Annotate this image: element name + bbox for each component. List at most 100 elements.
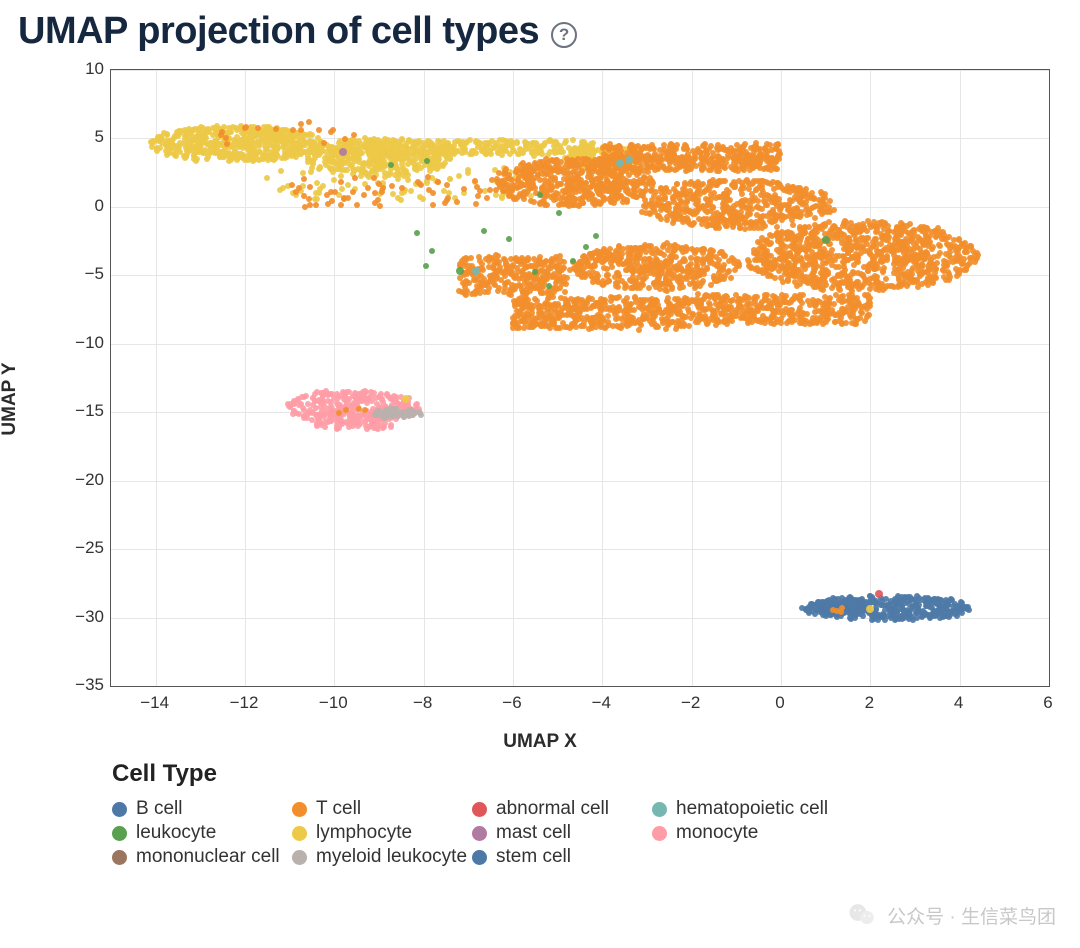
scatter-point [660,310,666,316]
scatter-point [631,178,637,184]
scatter-point [880,236,886,242]
scatter-point [624,178,630,184]
scatter-point [643,210,649,216]
scatter-point [891,243,897,249]
scatter-point [611,257,617,263]
scatter-point [553,254,559,260]
scatter-point [646,179,652,185]
scatter-point [434,166,440,172]
scatter-point [834,235,840,241]
scatter-point [679,154,685,160]
plot-area[interactable] [110,69,1050,687]
scatter-point [649,250,655,256]
scatter-point [806,207,812,213]
scatter-point [507,176,513,182]
scatter-point [519,182,525,188]
scatter-point [859,284,865,290]
scatter-point [548,138,554,144]
scatter-point [453,148,459,154]
scatter-point [669,319,675,325]
scatter-point [673,275,679,281]
scatter-point [665,151,671,157]
scatter-point [661,142,667,148]
scatter-point [663,326,669,332]
scatter-point [721,220,727,226]
scatter-point [871,219,877,225]
scatter-point [829,277,835,283]
scatter-point [511,196,517,202]
scatter-point [438,144,444,150]
scatter-point [567,171,573,177]
scatter-point [680,216,686,222]
scatter-point [351,139,357,145]
scatter-point [518,147,524,153]
scatter-point [714,262,720,268]
scatter-point [760,220,766,226]
scatter-point [892,266,898,272]
scatter-point [492,259,498,265]
scatter-point [523,140,529,146]
scatter-point [679,245,685,251]
scatter-point [385,137,391,143]
scatter-point [317,186,323,192]
scatter-point [463,292,469,298]
scatter-point [345,182,351,188]
scatter-point [722,178,728,184]
scatter-point [517,258,523,264]
scatter-point [759,178,765,184]
scatter-point [699,166,705,172]
scatter-point [203,135,209,141]
scatter-point [626,322,632,328]
scatter-point [616,244,622,250]
scatter-point [820,271,826,277]
scatter-point [571,321,577,327]
scatter-point [360,168,366,174]
scatter-point [779,237,785,243]
scatter-point [683,143,689,149]
scatter-point [707,260,713,266]
scatter-point [729,182,735,188]
scatter-point [880,222,886,228]
scatter-point [637,160,643,166]
scatter-point [465,167,471,173]
scatter-point [686,323,692,329]
scatter-point [864,241,870,247]
scatter-point [281,140,287,146]
scatter-point [624,199,630,205]
scatter-point [513,300,519,306]
scatter-point [521,190,527,196]
scatter-point [884,283,890,289]
scatter-point [599,259,605,265]
scatter-point [447,176,453,182]
scatter-point [683,193,689,199]
scatter-point [725,155,731,161]
help-icon[interactable]: ? [551,22,577,48]
scatter-point [488,151,494,157]
scatter-point [728,219,734,225]
scatter-point [518,318,524,324]
scatter-point [640,282,646,288]
scatter-point [456,173,462,179]
scatter-point [792,234,798,240]
scatter-point [638,322,644,328]
scatter-point [803,190,809,196]
scatter-point [405,146,411,152]
scatter-point [527,282,533,288]
scatter-point [674,310,680,316]
scatter-point [168,138,174,144]
scatter-point [655,302,661,308]
scatter-point [749,206,755,212]
scatter-point [754,163,760,169]
scatter-point [577,196,583,202]
scatter-point [779,263,785,269]
scatter-point [626,263,632,269]
scatter-point [291,146,297,152]
scatter-point [590,263,596,269]
scatter-point [553,163,559,169]
scatter-point [501,289,507,295]
scatter-point [764,155,770,161]
scatter-point [568,181,574,187]
y-axis-title: UMAP Y [0,362,21,435]
scatter-point [933,233,939,239]
scatter-point [864,228,870,234]
